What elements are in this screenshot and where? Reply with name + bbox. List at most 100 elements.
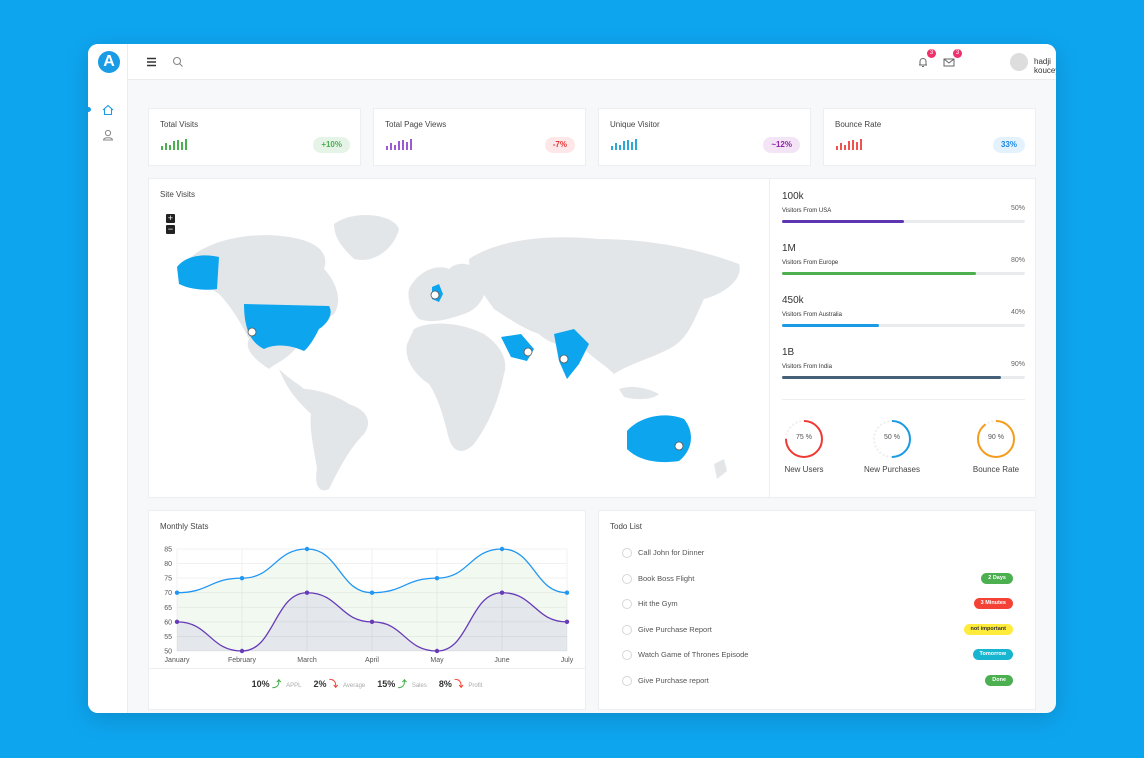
data-point[interactable] — [434, 575, 440, 581]
stat-title: Bounce Rate — [835, 120, 882, 129]
region-value: 450k — [782, 295, 804, 306]
gauge-ring — [873, 420, 911, 458]
data-point[interactable] — [304, 590, 310, 595]
region-percent: 80% — [1011, 257, 1026, 264]
gauge: 75 % New Users — [782, 417, 842, 477]
arrow-down-icon: ⤵ — [451, 679, 464, 689]
todo-checkbox[interactable] — [622, 548, 632, 558]
arrow-down-icon: ⤵ — [326, 679, 339, 689]
legend-item: 10% ⤴ APPL — [252, 677, 302, 690]
region-label: Visitors From USA — [782, 208, 832, 214]
x-tick-label: July — [561, 657, 574, 664]
data-point[interactable] — [564, 619, 570, 625]
todo-checkbox[interactable] — [622, 675, 632, 686]
app-logo[interactable]: A — [98, 51, 120, 73]
messages-badge: 3 — [953, 49, 962, 58]
messages-button[interactable]: 3 — [941, 49, 962, 70]
zoom-out-button[interactable]: − — [166, 224, 175, 234]
data-point[interactable] — [304, 546, 310, 552]
data-point[interactable] — [369, 619, 375, 625]
x-tick-label: May — [430, 657, 444, 664]
todo-checkbox[interactable] — [622, 650, 632, 660]
divider — [149, 668, 585, 669]
progress-track — [782, 272, 1025, 275]
stat-badge: -7% — [544, 137, 575, 153]
legend-label: Sales — [411, 683, 427, 689]
arrow-up-icon: ⤴ — [395, 679, 407, 689]
stat-title: Total Visits — [160, 120, 199, 129]
stat-card: Total Visits +10% — [148, 108, 361, 166]
todo-text: Call John for Dinner — [638, 548, 705, 557]
stat-badge: +10% — [313, 137, 350, 153]
gauge: 90 % Bounce Rate — [973, 417, 1034, 477]
todo-tag: Tomorrow — [972, 649, 1013, 660]
todo-text: Give Purchase report — [638, 675, 709, 685]
data-point[interactable] — [499, 546, 505, 552]
y-tick-label: 65 — [164, 605, 172, 612]
data-point[interactable] — [239, 648, 245, 654]
x-tick-label: January — [165, 657, 190, 664]
legend-label: Profit — [468, 683, 483, 689]
topbar: 3 3 hadji kouceyla — [128, 44, 1056, 80]
data-point[interactable] — [174, 619, 180, 625]
todo-card: Todo List Call John for Dinner Book Boss … — [598, 510, 1036, 710]
region-stat: 100k Visitors From USA 50% — [782, 191, 1025, 225]
gauge-label: New Users — [784, 465, 824, 474]
search-icon[interactable] — [170, 54, 186, 70]
legend-value: 15% — [377, 679, 396, 689]
gauge: 50 % New Purchases — [864, 417, 930, 477]
todo-tag: 3 Minutes — [973, 598, 1013, 609]
todo-checkbox[interactable] — [622, 573, 632, 584]
stat-badge: 33% — [992, 137, 1025, 153]
todo-item[interactable]: Watch Game of Thrones Episode Tomorrow — [610, 649, 1013, 663]
notification-button[interactable]: 3 — [915, 49, 936, 70]
region-value: 1B — [782, 347, 795, 358]
y-tick-label: 70 — [164, 590, 172, 597]
todo-checkbox[interactable] — [622, 624, 632, 635]
data-point[interactable] — [174, 590, 180, 595]
bell-icon — [919, 57, 927, 67]
legend-item: 15% ⤴ Sales — [377, 677, 427, 690]
legend-label: APPL — [286, 683, 302, 689]
monthly-stats-title: Monthly Stats — [160, 522, 209, 531]
stat-badge: ~12% — [763, 137, 800, 153]
todo-item[interactable]: Hit the Gym 3 Minutes — [610, 598, 1013, 612]
todo-text: Give Purchase Report — [638, 624, 712, 634]
progress-track — [782, 376, 1025, 379]
todo-item[interactable]: Give Purchase Report not important — [610, 623, 1013, 638]
region-percent: 50% — [1011, 205, 1026, 212]
gauge-label: Bounce Rate — [972, 465, 1020, 474]
zoom-in-button[interactable]: + — [166, 213, 175, 223]
todo-checkbox[interactable] — [622, 599, 632, 609]
avatar[interactable] — [1010, 53, 1028, 71]
mail-icon — [943, 58, 955, 67]
legend-value: 2% — [313, 679, 327, 689]
gauge-value: 90 % — [988, 434, 1004, 441]
legend-value: 8% — [438, 679, 452, 689]
y-tick-label: 80 — [164, 561, 172, 568]
home-icon[interactable] — [100, 102, 116, 118]
region-stat: 450k Visitors From Australia 40% — [782, 295, 1025, 329]
world-map[interactable] — [149, 199, 769, 499]
logo-letter: A — [103, 53, 115, 70]
legend-label: Average — [343, 683, 366, 689]
username[interactable]: hadji kouceyla — [1034, 57, 1056, 75]
data-point[interactable] — [434, 648, 440, 654]
todo-item[interactable]: Call John for Dinner — [610, 547, 1013, 561]
data-point[interactable] — [499, 590, 505, 595]
gauge-ring — [785, 420, 823, 458]
data-point[interactable] — [239, 575, 245, 581]
user-icon[interactable] — [100, 127, 116, 143]
data-point[interactable] — [564, 590, 570, 595]
region-stat: 1M Visitors From Europe 80% — [782, 243, 1025, 277]
monthly-legend: 10% ⤴ APPL 2% ⤵ Average 15% ⤴ Sales 8% ⤵ Profit — [149, 677, 585, 690]
series-area — [177, 549, 567, 651]
gauge-label: New Purchases — [863, 465, 921, 474]
todo-item[interactable]: Book Boss Flight 2 Days — [610, 572, 1013, 587]
data-point[interactable] — [369, 590, 375, 595]
menu-icon[interactable] — [144, 54, 160, 70]
x-tick-label: April — [365, 657, 379, 664]
todo-item[interactable]: Give Purchase report Done — [610, 674, 1013, 689]
stat-card: Total Page Views -7% — [373, 108, 586, 166]
